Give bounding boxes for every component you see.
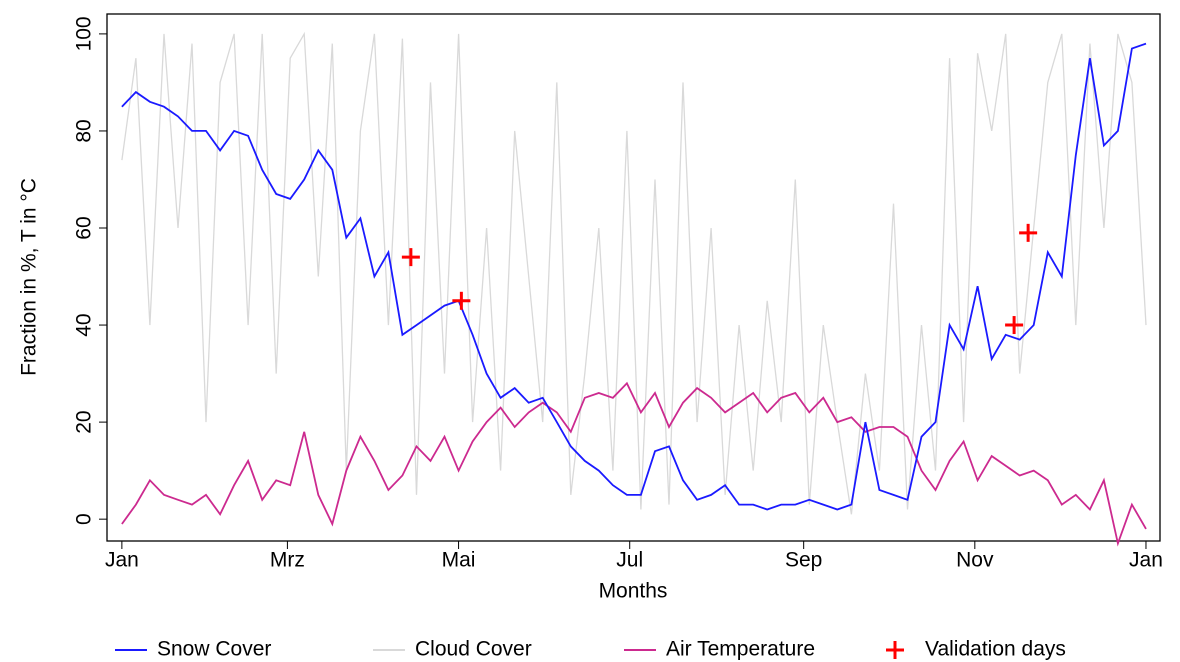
- x-tick-label: Jan: [1129, 549, 1163, 572]
- x-tick-label: Jul: [616, 549, 643, 572]
- legend-label: Validation days: [925, 638, 1066, 661]
- legend-marker: [886, 641, 904, 659]
- plot-frame: [106, 13, 1161, 542]
- y-tick-label: 80: [73, 119, 96, 142]
- x-tick-label: Jan: [105, 549, 139, 572]
- legend-label: Cloud Cover: [415, 638, 532, 661]
- x-axis-label: Months: [599, 580, 668, 603]
- validation-marker: [1019, 223, 1038, 242]
- x-tick-label: Mrz: [270, 549, 305, 572]
- y-tick-label: 20: [73, 410, 96, 433]
- y-tick-label: 40: [73, 313, 96, 336]
- series-line: [121, 31, 1147, 515]
- legend-label: Snow Cover: [157, 638, 271, 661]
- validation-marker: [401, 248, 420, 267]
- y-tick-label: 100: [73, 16, 96, 51]
- x-tick-label: Mai: [442, 549, 476, 572]
- x-tick-label: Sep: [785, 549, 822, 572]
- validation-marker: [452, 291, 471, 310]
- legend-label: Air Temperature: [666, 638, 815, 661]
- y-tick-label: 0: [73, 513, 96, 525]
- y-axis-label: Fraction in %, T in °C: [18, 178, 41, 376]
- y-tick-label: 60: [73, 216, 96, 239]
- x-tick-label: Nov: [956, 549, 994, 572]
- series-line: [121, 42, 1147, 511]
- series-line: [121, 381, 1147, 547]
- validation-marker: [1005, 316, 1024, 335]
